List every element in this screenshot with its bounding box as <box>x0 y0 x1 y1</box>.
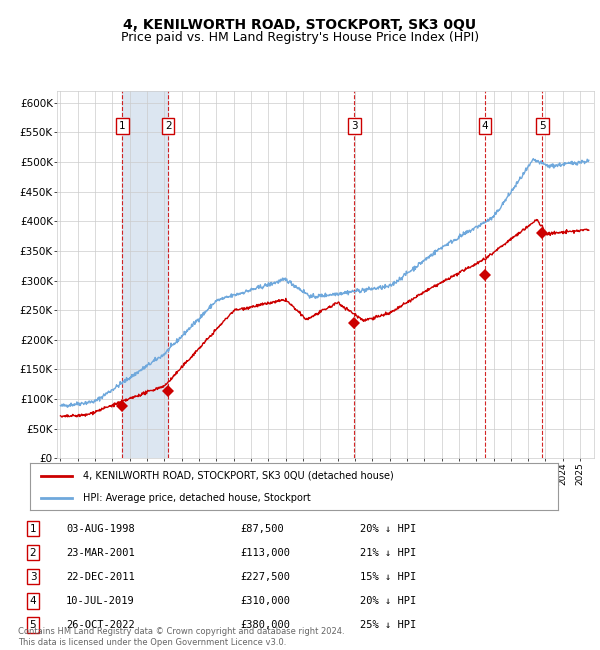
Text: 1: 1 <box>119 121 126 131</box>
Text: £380,000: £380,000 <box>240 620 290 630</box>
Text: 15% ↓ HPI: 15% ↓ HPI <box>360 572 416 582</box>
Text: 4: 4 <box>482 121 488 131</box>
Text: 2: 2 <box>29 548 37 558</box>
Text: 20% ↓ HPI: 20% ↓ HPI <box>360 596 416 606</box>
Text: £310,000: £310,000 <box>240 596 290 606</box>
Text: 25% ↓ HPI: 25% ↓ HPI <box>360 620 416 630</box>
Text: 3: 3 <box>351 121 358 131</box>
Text: 10-JUL-2019: 10-JUL-2019 <box>66 596 135 606</box>
Text: HPI: Average price, detached house, Stockport: HPI: Average price, detached house, Stoc… <box>83 493 311 503</box>
Text: 5: 5 <box>29 620 37 630</box>
Text: 20% ↓ HPI: 20% ↓ HPI <box>360 524 416 534</box>
Text: £87,500: £87,500 <box>240 524 284 534</box>
Text: 4, KENILWORTH ROAD, STOCKPORT, SK3 0QU: 4, KENILWORTH ROAD, STOCKPORT, SK3 0QU <box>124 18 476 32</box>
Text: 2: 2 <box>165 121 172 131</box>
Text: Price paid vs. HM Land Registry's House Price Index (HPI): Price paid vs. HM Land Registry's House … <box>121 31 479 44</box>
Text: 03-AUG-1998: 03-AUG-1998 <box>66 524 135 534</box>
Text: 3: 3 <box>29 572 37 582</box>
Text: £113,000: £113,000 <box>240 548 290 558</box>
Text: 22-DEC-2011: 22-DEC-2011 <box>66 572 135 582</box>
Text: 5: 5 <box>539 121 545 131</box>
Text: 4: 4 <box>29 596 37 606</box>
Text: Contains HM Land Registry data © Crown copyright and database right 2024.
This d: Contains HM Land Registry data © Crown c… <box>18 627 344 647</box>
Text: 21% ↓ HPI: 21% ↓ HPI <box>360 548 416 558</box>
Text: £227,500: £227,500 <box>240 572 290 582</box>
Bar <box>122 91 168 458</box>
Text: 4, KENILWORTH ROAD, STOCKPORT, SK3 0QU (detached house): 4, KENILWORTH ROAD, STOCKPORT, SK3 0QU (… <box>83 471 394 480</box>
Text: 26-OCT-2022: 26-OCT-2022 <box>66 620 135 630</box>
Text: 23-MAR-2001: 23-MAR-2001 <box>66 548 135 558</box>
Text: 1: 1 <box>29 524 37 534</box>
